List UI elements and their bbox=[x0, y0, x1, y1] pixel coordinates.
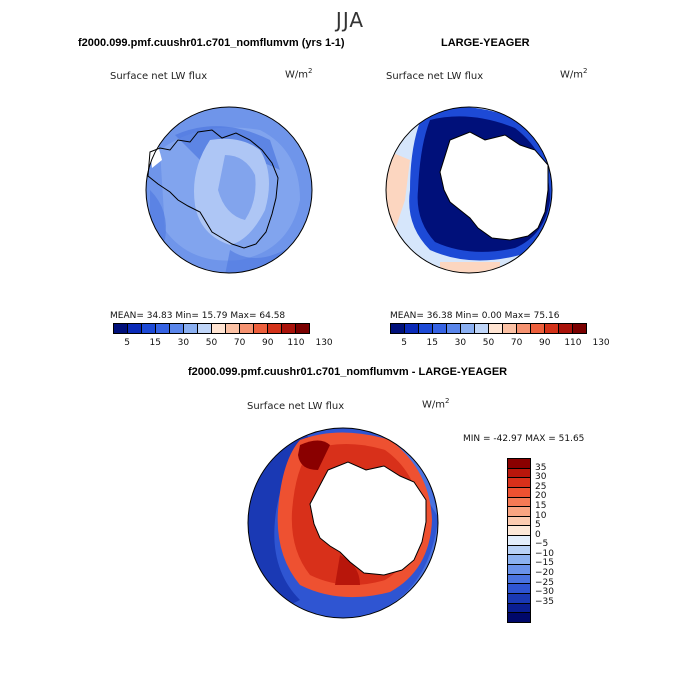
colorbar-swatch bbox=[282, 324, 296, 333]
colorbar-swatch bbox=[184, 324, 198, 333]
colorbar-tick-label: −15 bbox=[535, 558, 554, 569]
colorbar-swatch bbox=[508, 516, 530, 527]
left-panel-title: f2000.099.pmf.cuushr01.c701_nomflumvm (y… bbox=[78, 37, 345, 49]
colorbar-swatch bbox=[433, 324, 447, 333]
left-units-label: W/m2 bbox=[285, 67, 313, 81]
colorbar-tick-label: 35 bbox=[535, 462, 547, 473]
colorbar-swatch bbox=[489, 324, 503, 333]
colorbar-tick-label: −20 bbox=[535, 568, 554, 579]
left-stats: MEAN= 34.83 Min= 15.79 Max= 64.58 bbox=[110, 311, 286, 321]
colorbar-tick-label: 30 bbox=[177, 338, 190, 348]
colorbar-swatch bbox=[531, 324, 545, 333]
left-colorbar-ticks: 5 15 30 50 70 90 110 130 bbox=[113, 338, 332, 350]
colorbar-swatch bbox=[198, 324, 212, 333]
colorbar-swatch bbox=[508, 459, 530, 469]
colorbar-swatch bbox=[573, 324, 586, 333]
colorbar-tick-label: 130 bbox=[315, 338, 333, 348]
right-colorbar bbox=[390, 323, 587, 334]
right-panel-title: LARGE-YEAGER bbox=[441, 37, 530, 49]
colorbar-tick-label: 15 bbox=[149, 338, 161, 348]
colorbar-tick-label: 20 bbox=[535, 491, 547, 502]
diff-colorbar bbox=[507, 458, 531, 623]
right-stats: MEAN= 36.38 Min= 0.00 Max= 75.16 bbox=[390, 311, 560, 321]
colorbar-swatch bbox=[240, 324, 254, 333]
right-colorbar-ticks: 5 15 30 50 70 90 110 130 bbox=[390, 338, 609, 350]
colorbar-swatch bbox=[405, 324, 419, 333]
right-variable-label: Surface net LW flux bbox=[386, 71, 484, 82]
colorbar-swatch bbox=[128, 324, 142, 333]
colorbar-tick-label: 30 bbox=[454, 338, 467, 348]
colorbar-tick-label: −25 bbox=[535, 577, 554, 588]
colorbar-swatch bbox=[226, 324, 240, 333]
colorbar-swatch bbox=[508, 603, 530, 614]
colorbar-swatch bbox=[142, 324, 156, 333]
colorbar-tick-label: 25 bbox=[535, 481, 547, 492]
diff-panel-title: f2000.099.pmf.cuushr01.c701_nomflumvm - … bbox=[188, 366, 508, 378]
colorbar-tick-label: 50 bbox=[205, 338, 218, 348]
colorbar-swatch bbox=[508, 584, 530, 594]
colorbar-swatch bbox=[447, 324, 461, 333]
colorbar-swatch bbox=[508, 593, 530, 604]
colorbar-tick-label: 90 bbox=[539, 338, 551, 348]
colorbar-swatch bbox=[508, 545, 530, 556]
diff-units-label: W/m2 bbox=[422, 397, 450, 411]
colorbar-tick-label: 10 bbox=[535, 510, 547, 521]
colorbar-tick-label: 130 bbox=[592, 338, 610, 348]
colorbar-swatch bbox=[114, 324, 128, 333]
colorbar-swatch bbox=[461, 324, 475, 333]
colorbar-tick-label: 5 bbox=[535, 520, 541, 531]
colorbar-swatch bbox=[296, 324, 309, 333]
colorbar-tick-label: 15 bbox=[535, 500, 547, 511]
colorbar-tick-label: 110 bbox=[287, 338, 305, 348]
colorbar-tick-label: 5 bbox=[401, 338, 407, 348]
colorbar-tick-label: 110 bbox=[564, 338, 582, 348]
colorbar-swatch bbox=[503, 324, 517, 333]
colorbar-swatch bbox=[508, 468, 530, 479]
colorbar-tick-label: 0 bbox=[535, 529, 541, 540]
left-colorbar bbox=[113, 323, 310, 334]
left-variable-label: Surface net LW flux bbox=[110, 71, 208, 82]
colorbar-swatch bbox=[508, 487, 530, 498]
colorbar-swatch bbox=[517, 324, 531, 333]
diff-minmax: MIN = -42.97 MAX = 51.65 bbox=[463, 434, 585, 444]
colorbar-swatch bbox=[559, 324, 573, 333]
colorbar-swatch bbox=[508, 565, 530, 575]
season-title: JJA bbox=[335, 8, 365, 32]
colorbar-tick-label: −35 bbox=[535, 596, 554, 607]
colorbar-tick-label: 70 bbox=[510, 338, 523, 348]
colorbar-tick-label: 30 bbox=[535, 472, 547, 483]
colorbar-swatch bbox=[508, 526, 530, 537]
colorbar-swatch bbox=[156, 324, 170, 333]
colorbar-tick-label: −30 bbox=[535, 587, 554, 598]
right-units-label: W/m2 bbox=[560, 67, 588, 81]
colorbar-tick-label: −10 bbox=[535, 548, 554, 559]
colorbar-swatch bbox=[508, 478, 530, 488]
colorbar-swatch bbox=[508, 536, 530, 546]
colorbar-tick-label: 70 bbox=[233, 338, 246, 348]
colorbar-swatch bbox=[212, 324, 226, 333]
colorbar-swatch bbox=[419, 324, 433, 333]
colorbar-swatch bbox=[545, 324, 559, 333]
colorbar-tick-label: 5 bbox=[124, 338, 130, 348]
colorbar-swatch bbox=[508, 613, 530, 622]
diff-colorbar-labels: 35 30 25 20 15 10 5 0 −5 −10 −15 −20 −25 −30 −35 bbox=[535, 458, 575, 621]
colorbar-swatch bbox=[508, 497, 530, 508]
colorbar-swatch bbox=[391, 324, 405, 333]
colorbar-swatch bbox=[268, 324, 282, 333]
colorbar-swatch bbox=[170, 324, 184, 333]
colorbar-swatch bbox=[508, 555, 530, 566]
colorbar-swatch bbox=[475, 324, 489, 333]
colorbar-tick-label: −5 bbox=[535, 539, 549, 550]
colorbar-tick-label: 50 bbox=[482, 338, 495, 348]
colorbar-swatch bbox=[254, 324, 268, 333]
colorbar-swatch bbox=[508, 574, 530, 585]
colorbar-tick-label: 15 bbox=[426, 338, 438, 348]
diff-variable-label: Surface net LW flux bbox=[247, 401, 345, 412]
colorbar-tick-label: 90 bbox=[262, 338, 274, 348]
colorbar-swatch bbox=[508, 507, 530, 517]
